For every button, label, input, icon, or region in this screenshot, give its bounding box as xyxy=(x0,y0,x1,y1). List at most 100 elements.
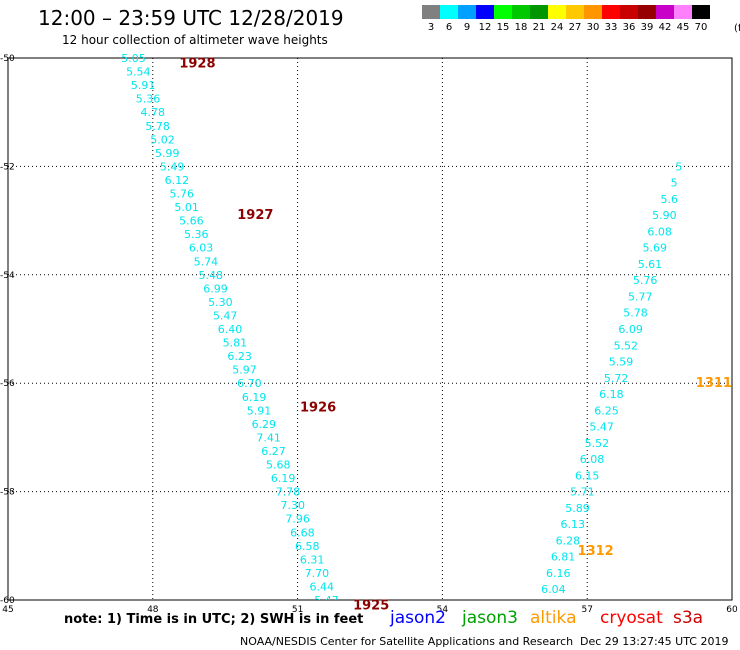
wave-height-point: 5 xyxy=(675,160,682,173)
wave-height-point: 5.74 xyxy=(194,255,219,268)
time-label: 1926 xyxy=(300,401,336,416)
legend-cell: 45 xyxy=(674,5,692,33)
legend-swatch xyxy=(638,5,656,19)
legend-cell: 70 xyxy=(692,5,710,33)
legend-label: 45 xyxy=(676,22,690,33)
legend-cell: 27 xyxy=(566,5,584,33)
legend-swatch xyxy=(476,5,494,19)
legend-label: 18 xyxy=(514,22,528,33)
wave-height-point: 5.81 xyxy=(223,337,248,350)
wave-height-point: 6.09 xyxy=(618,323,643,336)
wave-height-point: 5.97 xyxy=(232,364,257,377)
legend-swatch xyxy=(422,5,440,19)
satellite-jason3: jason3 xyxy=(462,608,518,628)
legend-label: 21 xyxy=(532,22,546,33)
wave-height-point: 6.25 xyxy=(594,404,619,417)
legend-swatch xyxy=(602,5,620,19)
time-label: 1927 xyxy=(237,208,273,223)
satellite-jason2: jason2 xyxy=(390,608,446,628)
wave-height-point: 5.71 xyxy=(570,486,595,499)
legend-cell: 33 xyxy=(602,5,620,33)
wave-height-point: 5.54 xyxy=(126,66,151,79)
x-tick-label: 57 xyxy=(581,605,592,615)
legend-cell: 3 xyxy=(422,5,440,33)
plot-frame xyxy=(7,57,733,601)
satellite-altika: altika xyxy=(530,608,577,628)
wave-height-point: 7.30 xyxy=(281,499,306,512)
wave-height-point: 6.08 xyxy=(647,225,672,238)
legend-cell: 42 xyxy=(656,5,674,33)
wave-height-point: 5.78 xyxy=(145,120,170,133)
wave-height-point: 5.02 xyxy=(150,133,175,146)
wave-height-point: 6.03 xyxy=(189,242,214,255)
y-tick-label: -52 xyxy=(0,162,15,172)
y-tick-label: -58 xyxy=(0,488,15,498)
legend-cell: 15 xyxy=(494,5,512,33)
wave-height-point: 6.18 xyxy=(599,388,624,401)
wave-height-point: 5.49 xyxy=(160,160,185,173)
y-tick-label: -60 xyxy=(0,596,15,606)
wave-height-point: 5.69 xyxy=(643,242,668,255)
wave-height-point: 5.52 xyxy=(614,339,639,352)
wave-height-point: 6.23 xyxy=(227,350,252,363)
wave-height-point: 6.44 xyxy=(309,580,334,593)
legend-swatch xyxy=(512,5,530,19)
wave-height-point: 6.08 xyxy=(580,453,605,466)
time-label: 1928 xyxy=(179,56,215,71)
y-tick-label: -54 xyxy=(0,271,15,281)
wave-height-point: 5.52 xyxy=(585,437,610,450)
legend-label: 9 xyxy=(463,22,471,33)
legend-label: 33 xyxy=(604,22,618,33)
wave-height-point: 5.36 xyxy=(184,228,209,241)
legend-label: 30 xyxy=(586,22,600,33)
wave-height-point: 5.47 xyxy=(314,594,339,607)
wave-height-point: 6.40 xyxy=(218,323,243,336)
x-tick-label: 54 xyxy=(437,605,449,615)
generation-timestamp: Dec 29 13:27:45 UTC 2019 xyxy=(580,635,729,648)
legend-label: 70 xyxy=(694,22,708,33)
wave-height-point: 5.78 xyxy=(623,307,648,320)
wave-height-point: 6.70 xyxy=(237,377,262,390)
legend-label: 15 xyxy=(496,22,510,33)
wave-height-point: 4.78 xyxy=(141,106,166,119)
x-tick-label: 45 xyxy=(2,605,13,615)
wave-height-point: 6.27 xyxy=(261,445,286,458)
wave-height-point: 5.47 xyxy=(589,421,614,434)
legend-label: 39 xyxy=(640,22,654,33)
time-label: 1312 xyxy=(578,544,614,559)
y-tick-label: -50 xyxy=(0,54,15,64)
wave-height-point: 5.90 xyxy=(652,209,677,222)
page-title: 12:00 – 23:59 UTC 12/28/2019 xyxy=(38,6,344,30)
wave-height-point: 6.19 xyxy=(242,391,267,404)
legend-swatch xyxy=(548,5,566,19)
wave-height-point: 6.15 xyxy=(575,469,600,482)
legend-label: 24 xyxy=(550,22,564,33)
wave-height-point: 5.36 xyxy=(136,93,161,106)
legend-label: 6 xyxy=(445,22,453,33)
legend-cell: 21 xyxy=(530,5,548,33)
legend-cell: 6 xyxy=(440,5,458,33)
wave-height-point: 5.6 xyxy=(661,193,679,206)
wave-height-point: 6.29 xyxy=(252,418,277,431)
wave-height-point: 5.05 xyxy=(121,52,146,65)
legend-label: 12 xyxy=(478,22,492,33)
y-tick-label: -56 xyxy=(0,379,15,389)
legend-cell: 24 xyxy=(548,5,566,33)
wave-height-point: 6.16 xyxy=(546,567,571,580)
legend-swatch xyxy=(566,5,584,19)
legend-swatch xyxy=(494,5,512,19)
wave-height-point: 5.48 xyxy=(198,269,223,282)
legend-swatch xyxy=(674,5,692,19)
x-tick-label: 51 xyxy=(292,605,303,615)
wave-height-point: 5.66 xyxy=(179,215,204,228)
wave-height-point: 6.13 xyxy=(560,518,585,531)
wave-height-point: 5.61 xyxy=(638,258,663,271)
legend-cell: 36 xyxy=(620,5,638,33)
footer-note: note: 1) Time is in UTC; 2) SWH is in fe… xyxy=(64,612,364,627)
legend-cell: 39 xyxy=(638,5,656,33)
wave-height-point: 5.89 xyxy=(565,502,590,515)
wave-height-point: 6.99 xyxy=(203,282,228,295)
legend-cell: 9 xyxy=(458,5,476,33)
